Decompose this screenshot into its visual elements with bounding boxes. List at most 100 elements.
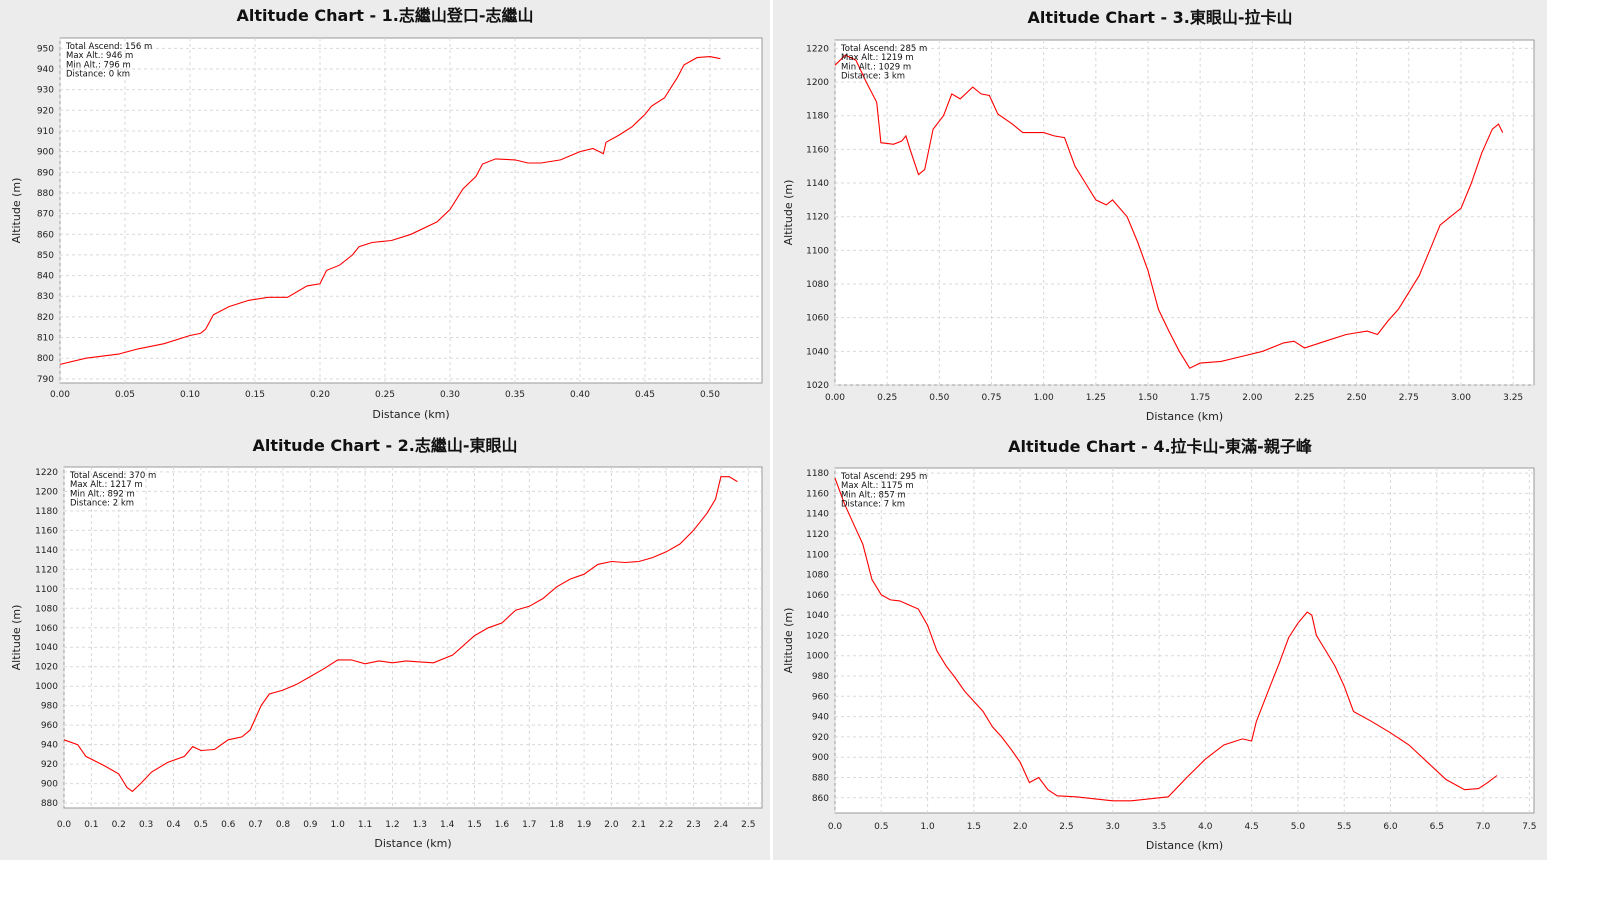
x-tick-label: 0.0 [828,822,843,832]
y-tick-label: 1200 [806,78,829,88]
x-tick-label: 1.7 [522,820,536,830]
y-tick-label: 1060 [35,624,58,634]
y-tick-label: 930 [37,86,54,96]
y-tick-label: 830 [37,292,54,302]
info-text: Min Alt.: 857 m [841,490,906,500]
x-axis-label: Distance (km) [1146,839,1223,852]
y-tick-label: 860 [37,230,54,240]
y-tick-label: 1100 [806,550,829,560]
altitude-series-line [59,56,721,365]
x-tick-label: 4.5 [1244,822,1258,832]
x-tick-label: 3.0 [1106,822,1121,832]
y-tick-label: 800 [37,354,54,364]
info-text: Max Alt.: 946 m [66,51,133,61]
y-tick-label: 1120 [35,565,58,575]
y-tick-label: 940 [812,713,829,723]
y-tick-label: 1160 [806,489,829,499]
y-tick-label: 1120 [806,213,829,223]
info-text: Total Ascend: 156 m [65,42,152,52]
x-tick-label: 0.50 [700,390,720,400]
x-tick-label: 4.0 [1198,822,1213,832]
y-tick-label: 1140 [35,546,58,556]
y-tick-label: 840 [37,272,54,282]
x-tick-label: 1.2 [385,820,399,830]
x-tick-label: 0.25 [375,390,395,400]
info-text: Distance: 0 km [66,70,130,80]
x-tick-label: 0.45 [635,390,655,400]
x-tick-label: 3.00 [1451,393,1471,403]
y-tick-label: 1100 [806,246,829,256]
x-tick-label: 2.5 [741,820,755,830]
info-text: Max Alt.: 1217 m [70,480,143,490]
x-tick-label: 0.7 [248,820,262,830]
y-tick-label: 1080 [806,280,829,290]
x-tick-label: 0.50 [929,393,949,403]
x-tick-label: 3.5 [1152,822,1166,832]
x-tick-label: 0.75 [981,393,1001,403]
y-tick-label: 1160 [806,145,829,155]
x-tick-label: 1.5 [467,820,481,830]
y-tick-label: 900 [37,148,54,158]
x-tick-label: 5.5 [1337,822,1351,832]
x-tick-label: 0.35 [505,390,525,400]
x-tick-label: 1.0 [920,822,935,832]
x-tick-label: 1.6 [495,820,510,830]
chart-title: Altitude Chart - 2.志繼山-東眼山 [252,436,518,455]
x-tick-label: 2.1 [632,820,646,830]
y-tick-label: 950 [37,44,54,54]
x-tick-label: 7.0 [1476,822,1491,832]
y-tick-label: 940 [41,741,58,751]
info-text: Min Alt.: 1029 m [841,62,911,72]
y-tick-label: 880 [812,773,829,783]
chart-panel-3: Altitude Chart - 3.東眼山-拉卡山 1020 1040 1060 1… [773,0,1547,430]
y-tick-label: 1200 [35,487,58,497]
y-tick-label: 1220 [35,468,58,478]
y-tick-label: 980 [812,672,829,682]
chart-svg: 1020 1040 1060 1080 1100 1120 1140 1160 1180 1200… [782,39,1535,423]
x-tick-label: 0.3 [139,820,153,830]
y-tick-label: 1060 [806,314,829,324]
y-tick-label: 960 [812,692,829,702]
x-tick-label: 0.25 [877,393,897,403]
x-tick-label: 0.15 [245,390,265,400]
y-tick-label: 870 [37,210,54,220]
x-tick-label: 0.9 [303,820,318,830]
y-tick-label: 900 [41,780,58,790]
y-tick-label: 790 [37,375,54,385]
y-axis-label: Altitude (m) [10,605,23,671]
y-tick-label: 820 [37,313,54,323]
plot-area [834,39,1535,386]
x-tick-label: 3.25 [1503,393,1523,403]
plot-area [834,467,1535,814]
info-text: Min Alt.: 796 m [66,60,131,70]
info-text: Total Ascend: 285 m [840,44,927,54]
info-text: Max Alt.: 1175 m [841,481,914,491]
chart-panel-2: Altitude Chart - 2.志繼山-東眼山 880 900 920 940 9… [0,430,770,860]
x-tick-label: 1.00 [1034,393,1054,403]
y-tick-label: 890 [37,168,54,178]
y-tick-label: 910 [37,127,54,137]
y-tick-label: 920 [37,106,54,116]
x-tick-label: 7.5 [1522,822,1536,832]
x-tick-label: 0.4 [166,820,181,830]
x-tick-label: 1.8 [550,820,565,830]
x-tick-label: 0.1 [84,820,98,830]
x-tick-label: 0.5 [874,822,888,832]
y-tick-label: 1180 [806,112,829,122]
chart-svg: 790 800 810 820 830 840 850 860 870 880 890 900 910 9… [10,37,763,421]
y-tick-label: 920 [41,760,58,770]
info-text: Distance: 7 km [841,500,905,510]
x-tick-label: 1.0 [331,820,346,830]
y-tick-label: 1180 [35,507,58,517]
x-tick-label: 0.30 [440,390,460,400]
x-tick-label: 0.00 [825,393,845,403]
y-axis-label: Altitude (m) [10,178,23,244]
y-tick-label: 1060 [806,591,829,601]
x-tick-label: 0.5 [194,820,208,830]
x-tick-label: 0.05 [115,390,135,400]
x-tick-label: 1.5 [967,822,981,832]
y-tick-label: 1220 [806,44,829,54]
chart-panel-4: Altitude Chart - 4.拉卡山-東滿-親子峰 860 880 900 9… [773,430,1547,860]
x-tick-label: 2.75 [1399,393,1419,403]
x-tick-label: 2.4 [714,820,729,830]
